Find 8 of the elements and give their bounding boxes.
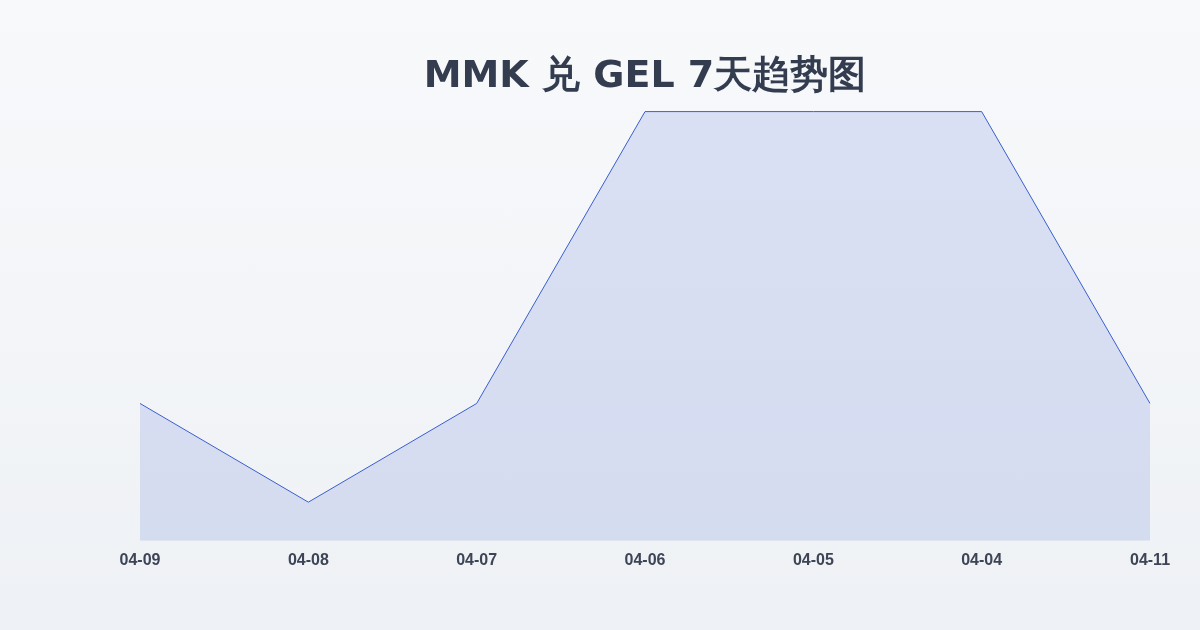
x-tick-label: 04-05: [792, 550, 834, 568]
x-tick-label: 04-06: [624, 550, 666, 568]
x-tick-label: 04-11: [1129, 550, 1171, 568]
x-tick-label: 04-09: [119, 550, 161, 568]
x-tick-label: 04-04: [961, 550, 1003, 568]
x-tick-label: 04-08: [287, 550, 329, 568]
x-tick-label: 04-07: [456, 550, 498, 568]
chart-title: MMK 兑 GEL 7天趋势图: [423, 51, 867, 96]
